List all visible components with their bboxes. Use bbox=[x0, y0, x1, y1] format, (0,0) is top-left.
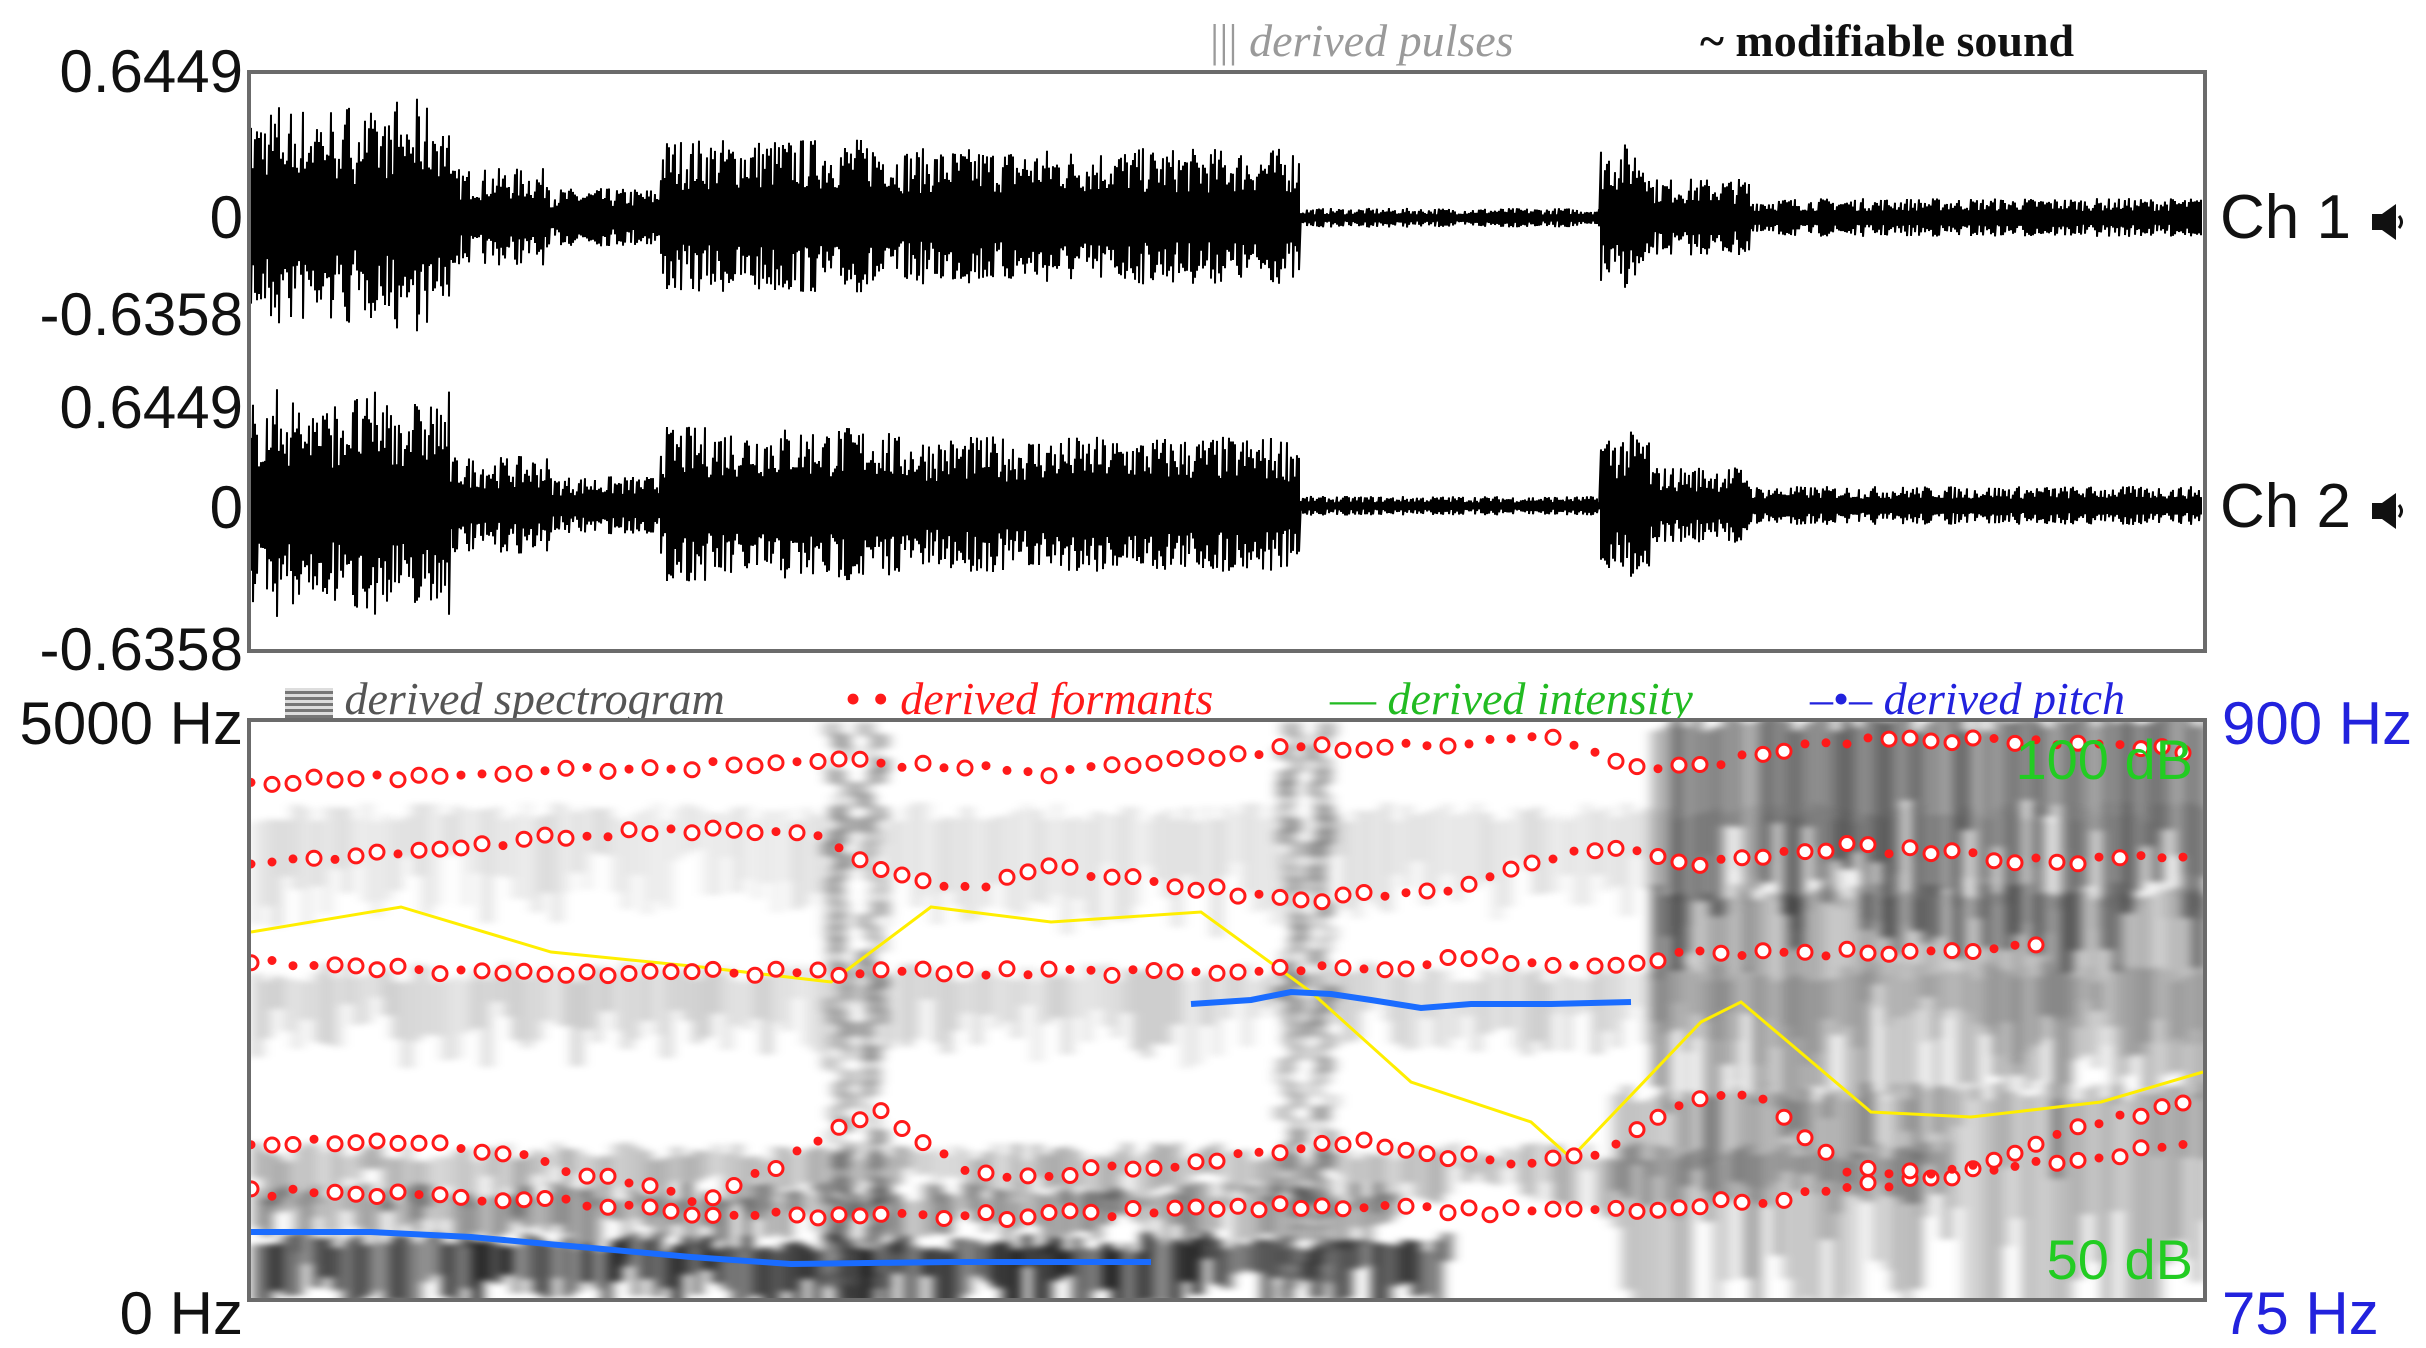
intensity-icon: — bbox=[1330, 673, 1376, 724]
spectrogram-icon bbox=[285, 688, 333, 719]
sound-legend-text: modifiable sound bbox=[1735, 15, 2075, 66]
pitch-icon: –•– bbox=[1810, 673, 1873, 724]
pitch-contour-2 bbox=[1190, 988, 1632, 1012]
speaker-icon[interactable] bbox=[2368, 200, 2408, 244]
channel-1-label: Ch 1 bbox=[2220, 183, 2351, 252]
formants-icon: • • bbox=[845, 673, 889, 724]
spectrogram-energy bbox=[251, 722, 2203, 1298]
intensity-bottom-label: 50 dB bbox=[2046, 1228, 2193, 1291]
channel-1-toggle[interactable]: Ch 1 bbox=[2220, 187, 2408, 249]
sound-legend: ~ modifiable sound bbox=[1700, 18, 2074, 64]
freq-top-label: 5000 Hz bbox=[19, 690, 243, 757]
waveform-panel[interactable] bbox=[247, 70, 2207, 653]
ch2-zero-label: 0 bbox=[209, 474, 243, 541]
pitch-contour-1 bbox=[251, 1229, 1151, 1268]
pitch-legend-text: derived pitch bbox=[1883, 673, 2126, 724]
spectrogram-plot bbox=[251, 722, 2203, 1298]
channel-2-toggle[interactable]: Ch 2 bbox=[2220, 476, 2408, 538]
intensity-curve bbox=[251, 905, 2203, 1161]
pitch-legend: –•– derived pitch bbox=[1810, 676, 2125, 722]
channel-2-waveform bbox=[251, 389, 2202, 617]
channel-2-label: Ch 2 bbox=[2220, 472, 2351, 541]
formants-legend-text: derived formants bbox=[900, 673, 1214, 724]
ch1-ymax-label: 0.6449 bbox=[59, 38, 243, 105]
ch1-zero-label: 0 bbox=[209, 184, 243, 251]
spectrogram-panel[interactable]: 100 dB 50 dB bbox=[247, 718, 2207, 1302]
speaker-icon[interactable] bbox=[2368, 489, 2408, 533]
spectrogram-legend: derived spectrogram bbox=[285, 676, 725, 722]
intensity-top-label: 100 dB bbox=[2015, 728, 2194, 791]
pulses-legend: ||| derived pulses bbox=[1210, 18, 1514, 64]
spectrogram-legend-text: derived spectrogram bbox=[344, 673, 725, 724]
ch2-ymin-label: -0.6358 bbox=[39, 616, 244, 683]
intensity-legend-text: derived intensity bbox=[1387, 673, 1693, 724]
intensity-legend: — derived intensity bbox=[1330, 676, 1693, 722]
formant-points bbox=[251, 728, 2192, 1228]
pitch-top-label: 900 Hz bbox=[2222, 690, 2413, 757]
waveform-plot bbox=[251, 98, 2202, 617]
pulses-legend-text: derived pulses bbox=[1249, 15, 1514, 66]
ch2-ymax-label: 0.6449 bbox=[59, 374, 243, 441]
channel-1-waveform bbox=[251, 98, 2202, 332]
formants-legend: • • derived formants bbox=[845, 676, 1213, 722]
pulses-icon: ||| bbox=[1210, 15, 1238, 66]
pitch-bottom-label: 75 Hz bbox=[2222, 1280, 2379, 1347]
freq-bottom-label: 0 Hz bbox=[119, 1280, 243, 1347]
tilde-icon: ~ bbox=[1700, 15, 1724, 66]
ch1-ymin-label: -0.6358 bbox=[39, 281, 244, 348]
